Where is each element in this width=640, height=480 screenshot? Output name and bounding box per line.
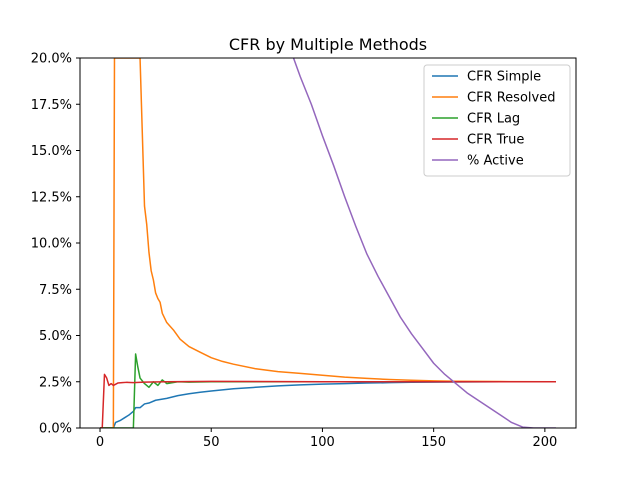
series-line-active	[292, 58, 556, 428]
series-line-cfr-simple	[100, 381, 556, 428]
x-tick-label: 0	[96, 435, 104, 450]
x-tick-label: 100	[310, 435, 335, 450]
y-tick-label: 10.0%	[31, 237, 72, 252]
chart-title: CFR by Multiple Methods	[229, 35, 427, 54]
series-line-cfr-resolved	[100, 58, 556, 428]
y-tick-label: 7.5%	[39, 283, 72, 298]
y-tick-label: 2.5%	[39, 375, 72, 390]
y-tick-label: 5.0%	[39, 329, 72, 344]
legend: CFR Simple CFR Resolved CFR Lag CFR True % A…	[423, 64, 571, 177]
y-tick-label: 0.0%	[39, 422, 72, 437]
legend-label: CFR Resolved	[467, 91, 555, 106]
legend-label: % Active	[467, 154, 524, 169]
y-tick-label: 17.5%	[31, 98, 72, 113]
legend-box	[423, 64, 571, 177]
legend-label: CFR Simple	[467, 70, 541, 85]
series-layer	[100, 58, 556, 428]
legend-label: CFR True	[467, 133, 524, 148]
y-tick-label: 12.5%	[31, 190, 72, 205]
series-line-cfr-true	[100, 373, 556, 428]
x-tick-label: 50	[203, 435, 220, 450]
y-tick-label: 20.0%	[31, 52, 72, 67]
x-tick-label: 150	[421, 435, 446, 450]
y-tick-label: 15.0%	[31, 144, 72, 159]
y-axis: 0.0% 2.5% 5.0% 7.5% 10.0% 12.5% 15.0% 17.5% 20.0…	[31, 52, 80, 437]
x-tick-label: 200	[532, 435, 557, 450]
legend-label: CFR Lag	[467, 112, 520, 127]
x-axis: 0 50 100 150 200	[96, 428, 557, 450]
